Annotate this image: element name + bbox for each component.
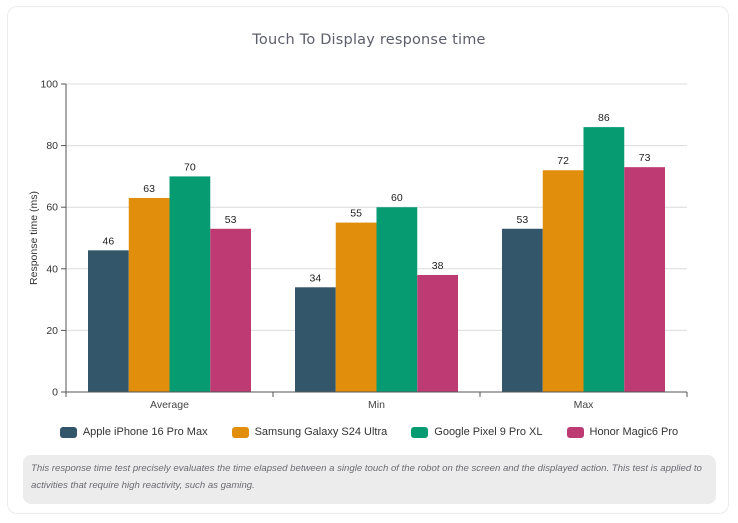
legend-label: Apple iPhone 16 Pro Max <box>82 426 208 438</box>
legend-item[interactable]: Apple iPhone 16 Pro Max <box>59 426 208 438</box>
data-labels: 46 63 70 53 34 55 60 38 53 72 86 73 <box>103 112 651 284</box>
legend-item[interactable]: Samsung Galaxy S24 Ultra <box>231 426 388 438</box>
x-tick-label: Max <box>574 399 595 411</box>
bar <box>376 207 418 392</box>
bar <box>210 228 251 392</box>
bar <box>335 222 377 392</box>
data-label: 70 <box>184 161 196 173</box>
chart-title: Touch To Display response time <box>252 32 486 48</box>
y-axis-label: Response time (ms) <box>28 191 40 285</box>
legend-label: Honor Magic6 Pro <box>589 426 679 438</box>
y-tick-label: 80 <box>46 140 58 152</box>
data-label: 46 <box>103 235 115 247</box>
bar <box>542 170 584 392</box>
bar <box>624 167 665 392</box>
data-label: 38 <box>432 260 444 272</box>
legend-swatch <box>566 426 584 438</box>
bars <box>88 127 665 393</box>
data-label: 34 <box>310 272 322 284</box>
bar <box>583 127 625 393</box>
bar <box>295 287 336 392</box>
data-label: 53 <box>225 214 237 226</box>
y-tick-label: 60 <box>46 202 58 214</box>
legend-swatch <box>411 426 429 438</box>
legend-swatch <box>59 426 77 438</box>
bar <box>417 274 458 392</box>
axes: 0 20 40 60 80 100 Average Min Max <box>40 79 688 411</box>
data-label: 86 <box>598 112 610 124</box>
legend-item[interactable]: Honor Magic6 Pro <box>566 426 679 438</box>
data-label: 63 <box>143 183 155 195</box>
data-label: 73 <box>639 152 651 164</box>
y-tick-label: 100 <box>40 79 58 91</box>
legend-label: Samsung Galaxy S24 Ultra <box>254 426 388 438</box>
data-label: 60 <box>391 192 403 204</box>
description-note: This response time test precisely evalua… <box>23 455 716 504</box>
legend-item[interactable]: Google Pixel 9 Pro XL <box>411 426 543 438</box>
y-tick-label: 20 <box>46 325 58 337</box>
legend: Apple iPhone 16 Pro Max Samsung Galaxy S2… <box>0 426 738 438</box>
y-tick-label: 0 <box>52 387 58 399</box>
data-label: 55 <box>350 208 362 220</box>
bar <box>128 197 170 392</box>
data-label: 72 <box>557 155 569 167</box>
x-tick-label: Min <box>368 399 385 411</box>
x-tick-label: Average <box>150 399 189 411</box>
legend-label: Google Pixel 9 Pro XL <box>434 426 543 438</box>
data-label: 53 <box>517 214 529 226</box>
legend-swatch <box>231 426 249 438</box>
y-tick-label: 40 <box>46 263 58 275</box>
bar <box>88 250 129 392</box>
bar <box>502 228 543 392</box>
bar <box>169 176 211 392</box>
